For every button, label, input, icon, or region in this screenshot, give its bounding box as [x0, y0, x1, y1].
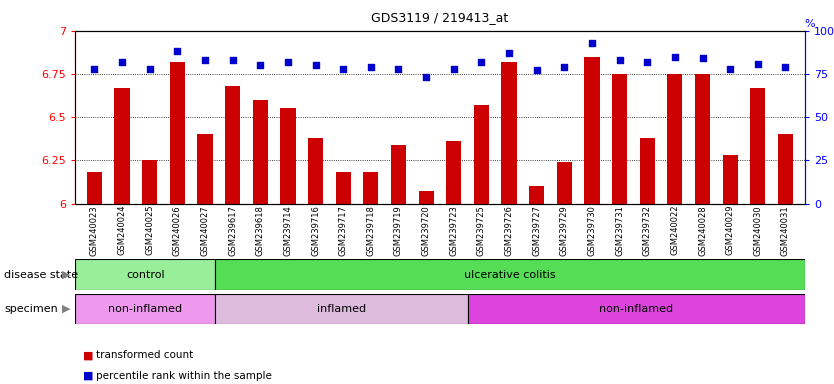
Text: ▶: ▶ — [63, 304, 71, 314]
Bar — [391, 145, 406, 204]
Bar — [695, 74, 710, 204]
Text: specimen: specimen — [4, 304, 58, 314]
Bar — [364, 172, 379, 204]
Point — [613, 57, 626, 63]
Point — [336, 66, 349, 72]
Bar — [446, 141, 461, 204]
Bar — [308, 138, 323, 204]
Point — [447, 66, 460, 72]
Point — [751, 60, 765, 67]
Bar — [419, 191, 434, 204]
Point — [143, 66, 156, 72]
Bar — [75, 259, 215, 290]
Bar — [215, 259, 805, 290]
Point — [696, 55, 709, 61]
Point — [171, 48, 184, 55]
Point — [281, 59, 294, 65]
Point — [585, 40, 599, 46]
Bar — [75, 294, 215, 324]
Bar — [335, 172, 351, 204]
Bar — [142, 161, 158, 204]
Text: ▶: ▶ — [63, 270, 71, 280]
Bar — [253, 100, 268, 204]
Bar — [751, 88, 766, 204]
Point — [779, 64, 792, 70]
Text: GDS3119 / 219413_at: GDS3119 / 219413_at — [371, 12, 509, 25]
Text: ■: ■ — [83, 350, 94, 360]
Bar — [585, 56, 600, 204]
Text: percentile rank within the sample: percentile rank within the sample — [96, 371, 272, 381]
Bar — [198, 134, 213, 204]
Point — [309, 62, 322, 68]
Bar — [667, 74, 682, 204]
Point — [475, 59, 488, 65]
Text: ■: ■ — [83, 371, 94, 381]
Bar — [778, 134, 793, 204]
Point — [668, 53, 681, 60]
Bar — [225, 86, 240, 204]
Bar — [170, 62, 185, 204]
Bar — [474, 105, 489, 204]
Bar — [87, 172, 102, 204]
Point — [226, 57, 239, 63]
Bar — [612, 74, 627, 204]
Text: non-inflamed: non-inflamed — [108, 304, 183, 314]
Bar — [501, 62, 516, 204]
Bar — [640, 138, 655, 204]
Bar — [722, 155, 738, 204]
Point — [115, 59, 128, 65]
Text: inflamed: inflamed — [317, 304, 366, 314]
Point — [198, 57, 212, 63]
Bar — [114, 88, 129, 204]
Bar — [280, 109, 295, 204]
Text: non-inflamed: non-inflamed — [600, 304, 674, 314]
Bar — [215, 294, 468, 324]
Text: disease state: disease state — [4, 270, 78, 280]
Point — [502, 50, 515, 56]
Point — [420, 74, 433, 81]
Bar — [529, 186, 545, 204]
Point — [530, 67, 544, 73]
Point — [254, 62, 267, 68]
Point — [392, 66, 405, 72]
Text: ulcerative colitis: ulcerative colitis — [465, 270, 556, 280]
Point — [558, 64, 571, 70]
Text: control: control — [126, 270, 164, 280]
Text: transformed count: transformed count — [96, 350, 193, 360]
Point — [641, 59, 654, 65]
Text: %: % — [805, 19, 816, 29]
Bar — [468, 294, 805, 324]
Point — [364, 64, 378, 70]
Point — [724, 66, 737, 72]
Bar — [557, 162, 572, 204]
Point — [88, 66, 101, 72]
